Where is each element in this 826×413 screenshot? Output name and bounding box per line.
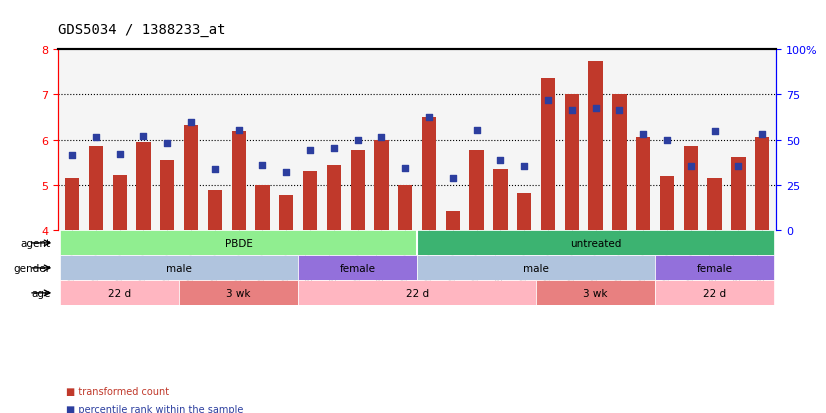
Bar	[65, 179, 79, 231]
Bar	[327, 165, 341, 231]
Point	[375, 135, 388, 141]
Bar	[541, 79, 555, 231]
Bar	[279, 195, 293, 231]
Bar	[350, 150, 365, 231]
Text: 3 wk: 3 wk	[583, 288, 608, 298]
Bar	[112, 176, 127, 231]
FancyBboxPatch shape	[655, 256, 774, 281]
Bar	[422, 118, 436, 231]
Bar	[565, 95, 579, 231]
Text: female: female	[696, 263, 733, 273]
Point	[327, 145, 340, 152]
Text: male: male	[523, 263, 549, 273]
Point	[303, 147, 316, 154]
Point	[351, 137, 364, 143]
Bar	[636, 138, 650, 231]
Bar	[160, 161, 174, 231]
Point	[113, 152, 126, 158]
Point	[137, 133, 150, 140]
Text: 22 d: 22 d	[406, 288, 429, 298]
Bar	[184, 126, 198, 231]
Point	[589, 105, 602, 112]
FancyBboxPatch shape	[655, 281, 774, 306]
Point	[65, 153, 78, 159]
Bar	[88, 147, 103, 231]
Point	[613, 107, 626, 114]
Text: 3 wk: 3 wk	[226, 288, 251, 298]
Bar	[255, 186, 269, 231]
Text: untreated: untreated	[570, 238, 621, 248]
Bar	[303, 172, 317, 231]
Bar	[374, 141, 388, 231]
FancyBboxPatch shape	[536, 281, 655, 306]
FancyBboxPatch shape	[417, 256, 655, 281]
Bar	[207, 191, 222, 231]
Point	[89, 135, 102, 141]
Point	[756, 131, 769, 138]
Point	[399, 165, 412, 172]
Text: ■ percentile rank within the sample: ■ percentile rank within the sample	[66, 404, 244, 413]
FancyBboxPatch shape	[417, 231, 774, 256]
Text: agent: agent	[21, 238, 50, 248]
Point	[637, 131, 650, 138]
Point	[208, 166, 221, 173]
Point	[161, 140, 174, 147]
Point	[732, 163, 745, 170]
Text: male: male	[166, 263, 192, 273]
Text: gender: gender	[14, 263, 50, 273]
Point	[256, 162, 269, 169]
Text: ■ transformed count: ■ transformed count	[66, 387, 169, 396]
Bar	[707, 179, 722, 231]
Point	[660, 137, 673, 143]
FancyBboxPatch shape	[60, 281, 179, 306]
Bar	[755, 138, 769, 231]
FancyBboxPatch shape	[60, 231, 417, 256]
Bar	[446, 212, 460, 231]
Text: 22 d: 22 d	[108, 288, 131, 298]
Point	[422, 114, 435, 121]
Bar	[398, 185, 412, 231]
Point	[565, 107, 578, 114]
Point	[232, 127, 245, 133]
Point	[470, 127, 483, 133]
Point	[541, 97, 554, 104]
Bar	[493, 170, 507, 231]
Point	[494, 157, 507, 164]
Bar	[136, 142, 150, 231]
FancyBboxPatch shape	[298, 256, 417, 281]
Bar	[660, 176, 674, 231]
Bar	[588, 62, 603, 231]
Point	[518, 163, 531, 170]
Bar	[684, 147, 698, 231]
FancyBboxPatch shape	[298, 281, 536, 306]
Bar	[469, 150, 484, 231]
Point	[280, 169, 293, 176]
Text: female: female	[339, 263, 376, 273]
Bar	[612, 95, 627, 231]
Text: age: age	[31, 288, 50, 298]
Point	[446, 176, 459, 182]
Point	[684, 163, 697, 170]
FancyBboxPatch shape	[179, 281, 298, 306]
Bar	[731, 157, 746, 231]
Bar	[517, 194, 531, 231]
Text: PBDE: PBDE	[225, 238, 253, 248]
FancyBboxPatch shape	[60, 256, 298, 281]
Text: GDS5034 / 1388233_at: GDS5034 / 1388233_at	[58, 23, 225, 37]
Point	[184, 120, 197, 126]
Point	[708, 129, 721, 135]
Text: 22 d: 22 d	[703, 288, 726, 298]
Bar	[231, 132, 246, 231]
